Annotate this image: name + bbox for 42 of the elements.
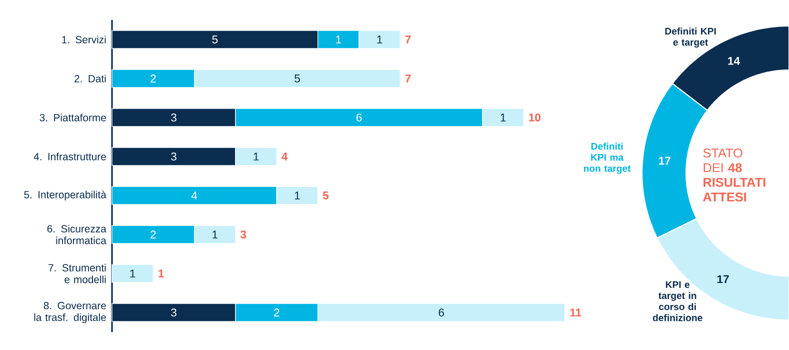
data-label: 1	[377, 36, 382, 44]
data-label: 1	[294, 192, 300, 200]
data-label: 1	[336, 36, 342, 44]
total-label: 1	[158, 270, 164, 278]
y-tick-label: 4. Infrastrutture	[34, 152, 106, 160]
data-label: 2	[150, 230, 156, 238]
data-label: 6	[438, 308, 444, 317]
slice-label: Definiti KPI e target	[665, 28, 716, 48]
data-label: 3	[171, 152, 176, 161]
data-label: 6	[356, 114, 362, 122]
bar	[112, 264, 154, 283]
total-label: 7	[405, 36, 411, 44]
data-label: 1	[130, 270, 136, 278]
data-label: 3	[171, 114, 176, 122]
data-label: 17	[717, 275, 729, 284]
y-tick-label: 1. Servizi	[62, 36, 106, 44]
y-tick-label: 8. Governare la trasf. digitale	[34, 302, 106, 324]
data-label: 17	[659, 156, 670, 165]
data-label: 1	[212, 230, 218, 238]
slice-label: Definiti KPI ma non target	[584, 142, 631, 174]
data-label: 3	[171, 308, 176, 317]
y-tick-label: 6. Sicurezza informatica	[47, 224, 106, 244]
data-label: 4	[191, 192, 198, 200]
y-tick-label: 2. Dati	[74, 74, 106, 82]
data-label: 14	[728, 56, 740, 65]
total-label: 11	[570, 308, 582, 316]
data-label: 1	[500, 114, 506, 122]
total-label: 3	[240, 230, 246, 239]
y-tick-label: 7. Strumenti e modelli	[48, 264, 106, 284]
total-label: 4	[282, 152, 288, 160]
data-label: 5	[294, 74, 300, 82]
text: STATO DEI 48 RISULTATI ATTESI	[703, 148, 766, 202]
data-label: 5	[212, 36, 218, 44]
slice-label: KPI e target in corso di definizione	[652, 281, 702, 322]
data-label: 2	[150, 74, 156, 82]
y-tick-label: 3. Piattaforme	[40, 114, 106, 122]
data-label: 2	[274, 308, 280, 316]
total-label: 10	[529, 114, 541, 122]
y-tick-label: 5. Interoperabilità	[24, 190, 106, 200]
total-label: 5	[322, 192, 329, 200]
data-label: 1	[254, 152, 259, 160]
total-label: 7	[405, 74, 411, 82]
